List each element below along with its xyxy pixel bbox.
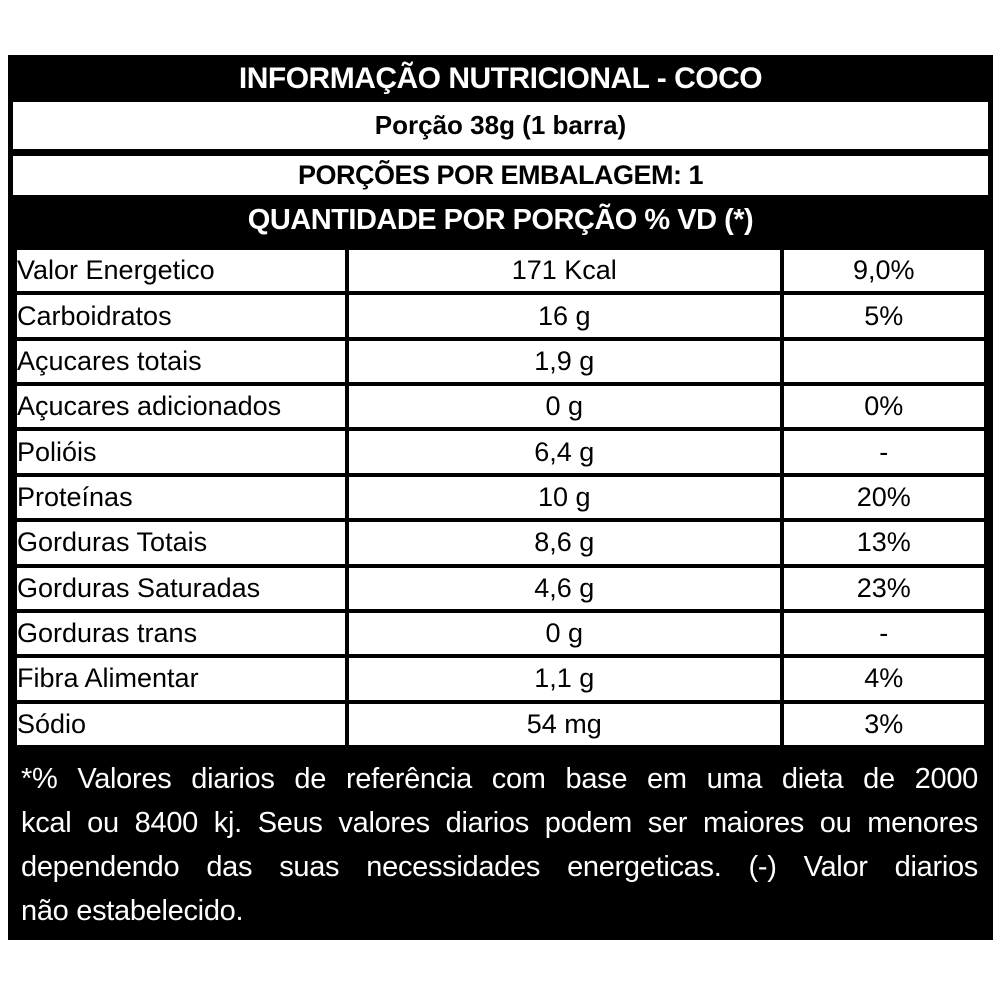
nutrient-name-cell: Valor Energetico bbox=[13, 245, 349, 296]
daily-value-cell: 4% bbox=[779, 654, 989, 704]
nutrition-table: Valor Energetico 171 Kcal 9,0% Carboidra… bbox=[13, 245, 989, 750]
table-row: Gorduras Saturadas 4,6 g 23% bbox=[13, 563, 989, 613]
table-row: Sódio 54 mg 3% bbox=[13, 699, 989, 750]
nutrition-title: INFORMAÇÃO NUTRICIONAL - COCO bbox=[13, 55, 988, 102]
nutrient-name-cell: Gorduras Saturadas bbox=[13, 563, 349, 613]
nutrient-name-cell: Açucares totais bbox=[13, 336, 349, 387]
daily-value-cell: 9,0% bbox=[779, 245, 989, 296]
daily-value-cell: 20% bbox=[779, 472, 989, 523]
daily-value-cell: 23% bbox=[779, 563, 989, 613]
footnote-line: kcal ou 8400 kj. Seus valores diarios po… bbox=[21, 807, 978, 839]
daily-value-cell: 5% bbox=[779, 291, 989, 341]
table-row: Açucares adicionados 0 g 0% bbox=[13, 382, 989, 432]
daily-values-footnote: *% Valores diarios de referência com bas… bbox=[13, 749, 988, 933]
amount-cell: 16 g bbox=[344, 291, 784, 341]
nutrient-name-cell: Sódio bbox=[13, 699, 349, 750]
footnote-line: dependendo das suas necessidades energet… bbox=[21, 851, 978, 883]
table-row: Polióis 6,4 g - bbox=[13, 427, 989, 477]
nutrient-name-cell: Carboidratos bbox=[13, 291, 349, 341]
daily-value-cell bbox=[779, 336, 989, 387]
quantity-per-portion-header: QUANTIDADE POR PORÇÃO % VD (*) bbox=[13, 195, 988, 246]
nutrient-name-cell: Proteínas bbox=[13, 472, 349, 523]
amount-cell: 4,6 g bbox=[344, 563, 784, 613]
nutrient-name-cell: Açucares adicionados bbox=[13, 382, 349, 432]
daily-value-cell: 13% bbox=[779, 518, 989, 568]
portion-size-row: Porção 38g (1 barra) bbox=[13, 102, 988, 149]
amount-cell: 10 g bbox=[344, 472, 784, 523]
amount-cell: 1,1 g bbox=[344, 654, 784, 704]
footnote-line: *% Valores diarios de referência com bas… bbox=[21, 763, 978, 795]
amount-cell: 54 mg bbox=[344, 699, 784, 750]
table-row: Gorduras trans 0 g - bbox=[13, 608, 989, 659]
table-row: Valor Energetico 171 Kcal 9,0% bbox=[13, 245, 989, 296]
table-row: Proteínas 10 g 20% bbox=[13, 472, 989, 523]
daily-value-cell: - bbox=[779, 427, 989, 477]
table-row: Gorduras Totais 8,6 g 13% bbox=[13, 518, 989, 568]
daily-value-cell: 0% bbox=[779, 382, 989, 432]
row-divider bbox=[13, 149, 988, 156]
amount-cell: 171 Kcal bbox=[344, 245, 784, 296]
table-row: Fibra Alimentar 1,1 g 4% bbox=[13, 654, 989, 704]
servings-per-package-row: PORÇÕES POR EMBALAGEM: 1 bbox=[13, 156, 988, 195]
amount-cell: 8,6 g bbox=[344, 518, 784, 568]
daily-value-cell: 3% bbox=[779, 699, 989, 750]
nutrient-name-cell: Gorduras Totais bbox=[13, 518, 349, 568]
amount-cell: 0 g bbox=[344, 608, 784, 659]
table-row: Açucares totais 1,9 g bbox=[13, 336, 989, 387]
nutrient-name-cell: Fibra Alimentar bbox=[13, 654, 349, 704]
table-row: Carboidratos 16 g 5% bbox=[13, 291, 989, 341]
nutrient-name-cell: Polióis bbox=[13, 427, 349, 477]
nutrient-name-cell: Gorduras trans bbox=[13, 608, 349, 659]
footnote-line: não estabelecido. bbox=[21, 895, 244, 927]
amount-cell: 1,9 g bbox=[344, 336, 784, 387]
daily-value-cell: - bbox=[779, 608, 989, 659]
nutrition-label: INFORMAÇÃO NUTRICIONAL - COCO Porção 38g… bbox=[8, 55, 993, 940]
amount-cell: 0 g bbox=[344, 382, 784, 432]
amount-cell: 6,4 g bbox=[344, 427, 784, 477]
